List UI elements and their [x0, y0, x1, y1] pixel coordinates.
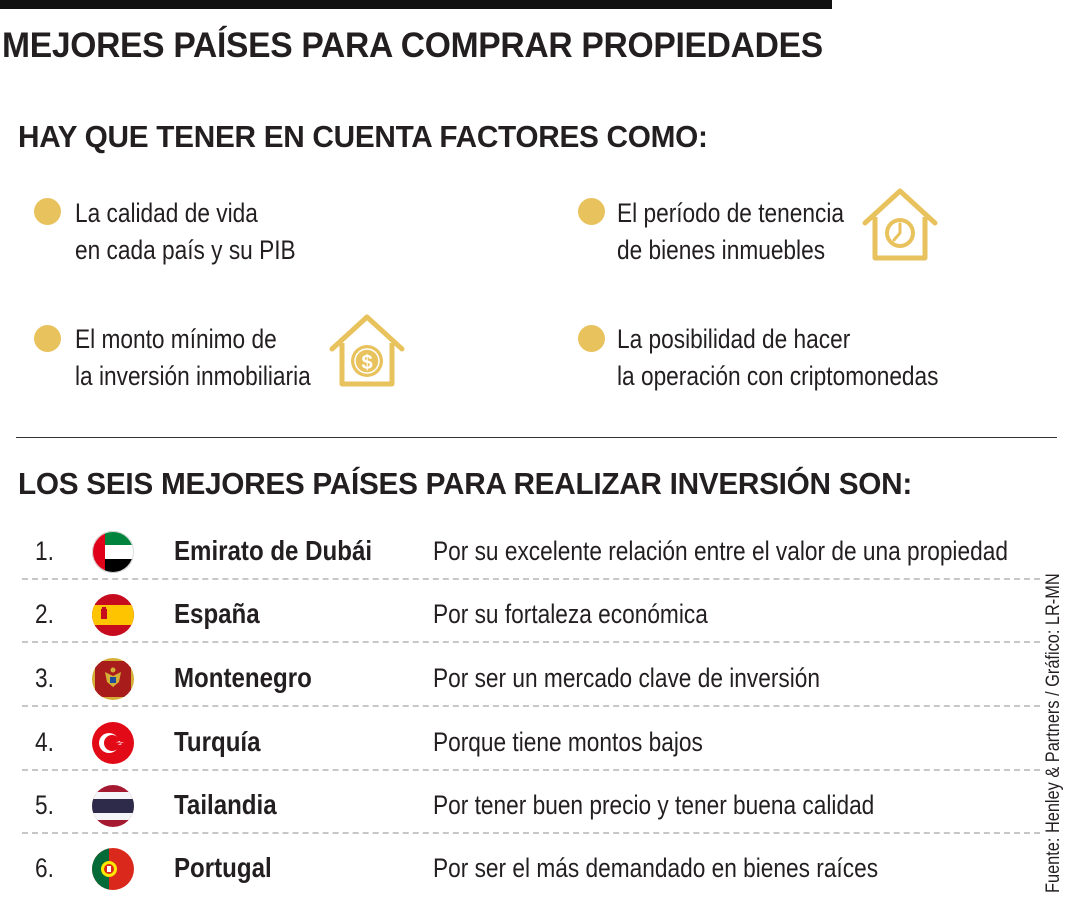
portugal-flag-icon [92, 848, 134, 890]
row-divider [22, 832, 1040, 834]
svg-text:$: $ [361, 352, 372, 374]
row-divider [22, 641, 1040, 643]
country-name: Emirato de Dubái [174, 535, 373, 566]
country-name: España [174, 598, 260, 629]
bullet-dot-icon [578, 198, 605, 225]
country-name: Montenegro [174, 662, 312, 693]
ranking-row: 2. España Por su fortaleza económica [0, 583, 1040, 647]
source-credit: Fuente: Henley & Partners / Gráfico: LR-… [1043, 573, 1064, 893]
ranking-row: 4. Turquía Porque tiene montos bajos [0, 711, 1040, 775]
ranking-row: 1. Emirato de Dubái Por su excelente rel… [0, 520, 1040, 584]
rank-number: 6. [35, 853, 54, 883]
factor-text: El período de tenencia de bienes inmuebl… [617, 198, 844, 265]
factor-text: La posibilidad de hacer la operación con… [617, 324, 939, 391]
page-title: MEJORES PAÍSES PARA COMPRAR PROPIEDADES [2, 26, 823, 65]
bullet-dot-icon [34, 325, 61, 352]
row-divider [22, 705, 1040, 707]
uae-flag-icon [92, 531, 134, 573]
country-name: Turquía [174, 726, 261, 757]
row-divider [22, 769, 1040, 771]
rank-number: 1. [35, 536, 54, 566]
factor-text: El monto mínimo de la inversión inmobili… [75, 324, 311, 391]
rank-number: 3. [35, 663, 54, 693]
country-reason: Por su fortaleza económica [433, 599, 708, 629]
turkey-flag-icon [92, 722, 134, 764]
country-reason: Por su excelente relación entre el valor… [433, 536, 1008, 566]
bullet-dot-icon [578, 325, 605, 352]
country-name: Tailandia [174, 789, 277, 820]
factor-text: La calidad de vida en cada país y su PIB [75, 198, 296, 265]
country-reason: Por ser el más demandado en bienes raíce… [433, 853, 879, 883]
ranking-row: 6. Portugal Por ser el más demandado en … [0, 837, 1040, 901]
house-clock-icon [862, 188, 938, 261]
montenegro-flag-icon [92, 658, 134, 700]
rank-number: 5. [35, 790, 54, 820]
spain-flag-icon [92, 594, 134, 636]
ranking-row: 3. Montenegro Por ser un mercado clave d… [0, 647, 1040, 711]
house-dollar-icon: $ [329, 314, 405, 387]
bullet-dot-icon [34, 198, 61, 225]
country-name: Portugal [174, 852, 272, 883]
rank-number: 2. [35, 599, 54, 629]
top-rule [0, 0, 832, 9]
country-reason: Porque tiene montos bajos [433, 727, 703, 757]
row-divider [22, 578, 1040, 580]
ranking-heading: LOS SEIS MEJORES PAÍSES PARA REALIZAR IN… [18, 466, 912, 501]
rank-number: 4. [35, 727, 54, 757]
factors-heading: HAY QUE TENER EN CUENTA FACTORES COMO: [18, 119, 708, 154]
country-reason: Por tener buen precio y tener buena cali… [433, 790, 875, 820]
ranking-row: 5. Tailandia Por tener buen precio y ten… [0, 774, 1040, 838]
thailand-flag-icon [92, 785, 134, 827]
country-reason: Por ser un mercado clave de inversión [433, 663, 821, 693]
section-divider [16, 437, 1057, 438]
